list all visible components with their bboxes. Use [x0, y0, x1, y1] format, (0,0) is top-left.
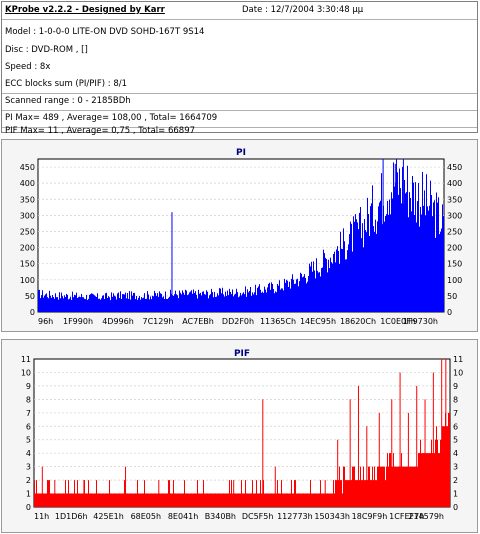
y-tick-label-right: 100 — [447, 276, 462, 285]
y-tick-label-left: 2 — [26, 476, 31, 485]
y-tick-label-left: 10 — [21, 368, 31, 377]
y-tick-label-right: 200 — [447, 244, 462, 253]
x-tick-label: 18C9F9h — [352, 512, 388, 521]
pi-stats-row: PI Max= 489 , Average= 108,00 , Total= 1… — [2, 110, 477, 128]
x-tick-label: AC7EBh — [182, 317, 214, 326]
x-tick-label: B340Bh — [205, 512, 236, 521]
pi-stats: PI Max= 489 , Average= 108,00 , Total= 1… — [5, 113, 218, 123]
y-tick-label-right: 400 — [447, 179, 462, 188]
x-tick-label: 1C0E0Fh — [380, 317, 416, 326]
x-tick-label: 214579h — [408, 512, 444, 521]
x-tick-label: 96h — [38, 317, 53, 326]
ecc-sum: ECC blocks sum (PI/PIF) : 8/1 — [5, 79, 128, 89]
y-tick-label-right: 350 — [447, 195, 462, 204]
y-tick-label-left: 200 — [20, 244, 35, 253]
x-tick-label: 425E1h — [93, 512, 123, 521]
chart-title: PI — [236, 148, 246, 158]
y-tick-label-right: 4 — [453, 449, 458, 458]
model-row: Model : 1-0-0-0 LITE-ON DVD SOHD-167T 9S… — [2, 24, 477, 42]
scan-speed: Speed : 8x — [5, 62, 51, 72]
y-tick-label-left: 1 — [26, 490, 31, 499]
y-tick-label-right: 0 — [447, 308, 452, 317]
x-tick-label: DD2F0h — [222, 317, 254, 326]
x-tick-label: 18620Ch — [340, 317, 376, 326]
y-tick-label-left: 150 — [20, 260, 35, 269]
y-tick-label-left: 250 — [20, 227, 35, 236]
y-tick-label-right: 300 — [447, 211, 462, 220]
y-tick-label-right: 6 — [453, 422, 458, 431]
x-tick-label: 1F990h — [63, 317, 93, 326]
drive-model: Model : 1-0-0-0 LITE-ON DVD SOHD-167T 9S… — [5, 27, 205, 37]
y-tick-label-right: 1 — [453, 490, 458, 499]
y-tick-label-right: 11 — [453, 355, 463, 364]
y-tick-label-right: 9 — [453, 382, 458, 391]
scanned-range: Scanned range : 0 - 2185BDh — [5, 96, 131, 106]
y-tick-label-right: 150 — [447, 260, 462, 269]
y-tick-label-left: 300 — [20, 211, 35, 220]
pif-chart-panel: PIF 0 0 1 1 2 2 3 3 4 4 5 5 6 6 7 7 8 8 9 9 10 10 11 11 11h 1D1D6h… — [1, 339, 478, 533]
y-tick-label-left: 11 — [21, 355, 31, 364]
pi-chart: PI 0 0 50 50 100 100 150 150 200 200 250 250 300 300 35… — [20, 148, 463, 326]
x-tick-label: 112773h — [277, 512, 313, 521]
app-title: KProbe v2.2.2 - Designed by Karr — [5, 5, 165, 15]
y-tick-label-right: 0 — [453, 503, 458, 512]
ecc-row: ECC blocks sum (PI/PIF) : 8/1 — [2, 76, 477, 94]
y-tick-label-right: 7 — [453, 409, 458, 418]
info-panel: KProbe v2.2.2 - Designed by Karr Date : … — [1, 1, 478, 136]
y-tick-label-left: 8 — [26, 395, 31, 404]
x-tick-label: 1CFEF7h — [389, 512, 424, 521]
series-bars — [38, 159, 444, 312]
y-tick-label-left: 0 — [26, 503, 31, 512]
y-tick-label-left: 3 — [26, 463, 31, 472]
y-tick-label-left: 450 — [20, 163, 35, 172]
x-tick-label: 4D996h — [102, 317, 134, 326]
x-tick-label: 1D1D6h — [55, 512, 88, 521]
pi-chart-panel: PI 0 0 50 50 100 100 150 150 200 200 250 250 300 300 35… — [1, 139, 478, 332]
y-tick-label-left: 100 — [20, 276, 35, 285]
y-tick-label-left: 9 — [26, 382, 31, 391]
pif-stats: PIF Max= 11 , Average= 0,75 , Total= 668… — [5, 126, 196, 136]
y-tick-label-left: 0 — [30, 308, 35, 317]
y-tick-label-right: 50 — [447, 292, 457, 301]
x-tick-label: 68E05h — [131, 512, 161, 521]
x-tick-label: 14EC95h — [300, 317, 336, 326]
chart-title: PIF — [234, 349, 250, 359]
scan-date: Date : 12/7/2004 3:30:48 μμ — [242, 5, 364, 15]
range-row: Scanned range : 0 - 2185BDh — [2, 93, 477, 111]
y-tick-label-right: 8 — [453, 395, 458, 404]
y-tick-label-right: 250 — [447, 227, 462, 236]
y-tick-label-right: 5 — [453, 436, 458, 445]
x-tick-label: 150343h — [314, 512, 350, 521]
x-tick-label: 1F9730h — [403, 317, 438, 326]
y-tick-label-right: 3 — [453, 463, 458, 472]
x-tick-label: 7C129h — [142, 317, 173, 326]
y-tick-label-right: 10 — [453, 368, 463, 377]
y-tick-label-left: 6 — [26, 422, 31, 431]
x-tick-label: 8E041h — [168, 512, 198, 521]
disc-row: Disc : DVD-ROM , [] — [2, 42, 477, 60]
disc-type: Disc : DVD-ROM , [] — [5, 45, 88, 55]
speed-row: Speed : 8x — [2, 59, 477, 77]
y-tick-label-left: 4 — [26, 449, 31, 458]
series-bars — [34, 412, 450, 507]
x-tick-label: 11365Ch — [260, 317, 296, 326]
y-tick-label-left: 400 — [20, 179, 35, 188]
title-row: KProbe v2.2.2 - Designed by Karr Date : … — [2, 2, 477, 20]
y-tick-label-right: 2 — [453, 476, 458, 485]
x-tick-label: 11h — [34, 512, 49, 521]
pif-stats-row: PIF Max= 11 , Average= 0,75 , Total= 668… — [2, 125, 477, 143]
y-tick-label-left: 7 — [26, 409, 31, 418]
x-tick-label: DC5F5h — [242, 512, 274, 521]
y-tick-label-left: 50 — [25, 292, 35, 301]
y-tick-label-left: 350 — [20, 195, 35, 204]
y-tick-label-left: 5 — [26, 436, 31, 445]
y-tick-label-right: 450 — [447, 163, 462, 172]
